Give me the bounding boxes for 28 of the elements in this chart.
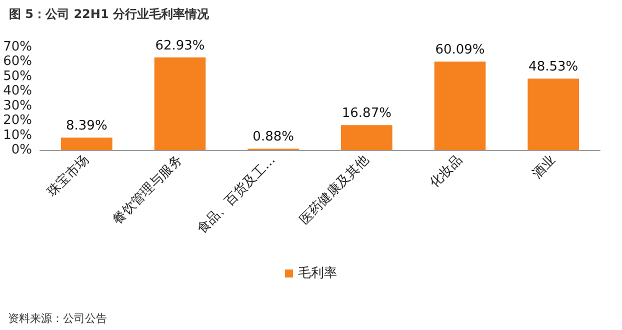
x-tick-label: 化妆品 <box>427 152 466 191</box>
y-tick-label: 10% <box>3 128 32 143</box>
x-tick-label: 食品、百货及工… <box>194 152 279 237</box>
bar <box>61 138 112 150</box>
x-tick-label: 餐饮管理与服务 <box>110 152 186 228</box>
y-tick-label: 50% <box>3 68 32 84</box>
data-label: 48.53% <box>528 60 578 75</box>
x-tick-label: 酒业 <box>530 152 559 182</box>
y-tick-label: 20% <box>3 113 32 128</box>
legend-label: 毛利率 <box>298 265 337 281</box>
y-tick-label: 30% <box>3 98 32 114</box>
y-tick-label: 0% <box>11 142 32 158</box>
bar <box>341 125 392 150</box>
y-tick-label: 40% <box>3 84 32 99</box>
data-label: 16.87% <box>342 106 392 122</box>
data-label: 62.93% <box>155 38 205 54</box>
y-tick-label: 60% <box>3 54 32 70</box>
text: 资料来源：公司公告 <box>8 312 107 325</box>
data-label: 8.39% <box>66 118 108 134</box>
bar <box>434 62 486 150</box>
bar <box>528 78 579 150</box>
x-tick-label: 医药健康及其他 <box>297 152 372 228</box>
data-label: 60.09% <box>435 42 485 58</box>
x-tick-label: 珠宝市场 <box>44 152 92 200</box>
bar <box>154 57 206 150</box>
y-tick-label: 70% <box>3 40 32 54</box>
data-label: 0.88% <box>252 130 294 145</box>
chart-title: 图 5：公司 22H1 分行业毛利率情况 <box>9 7 210 21</box>
